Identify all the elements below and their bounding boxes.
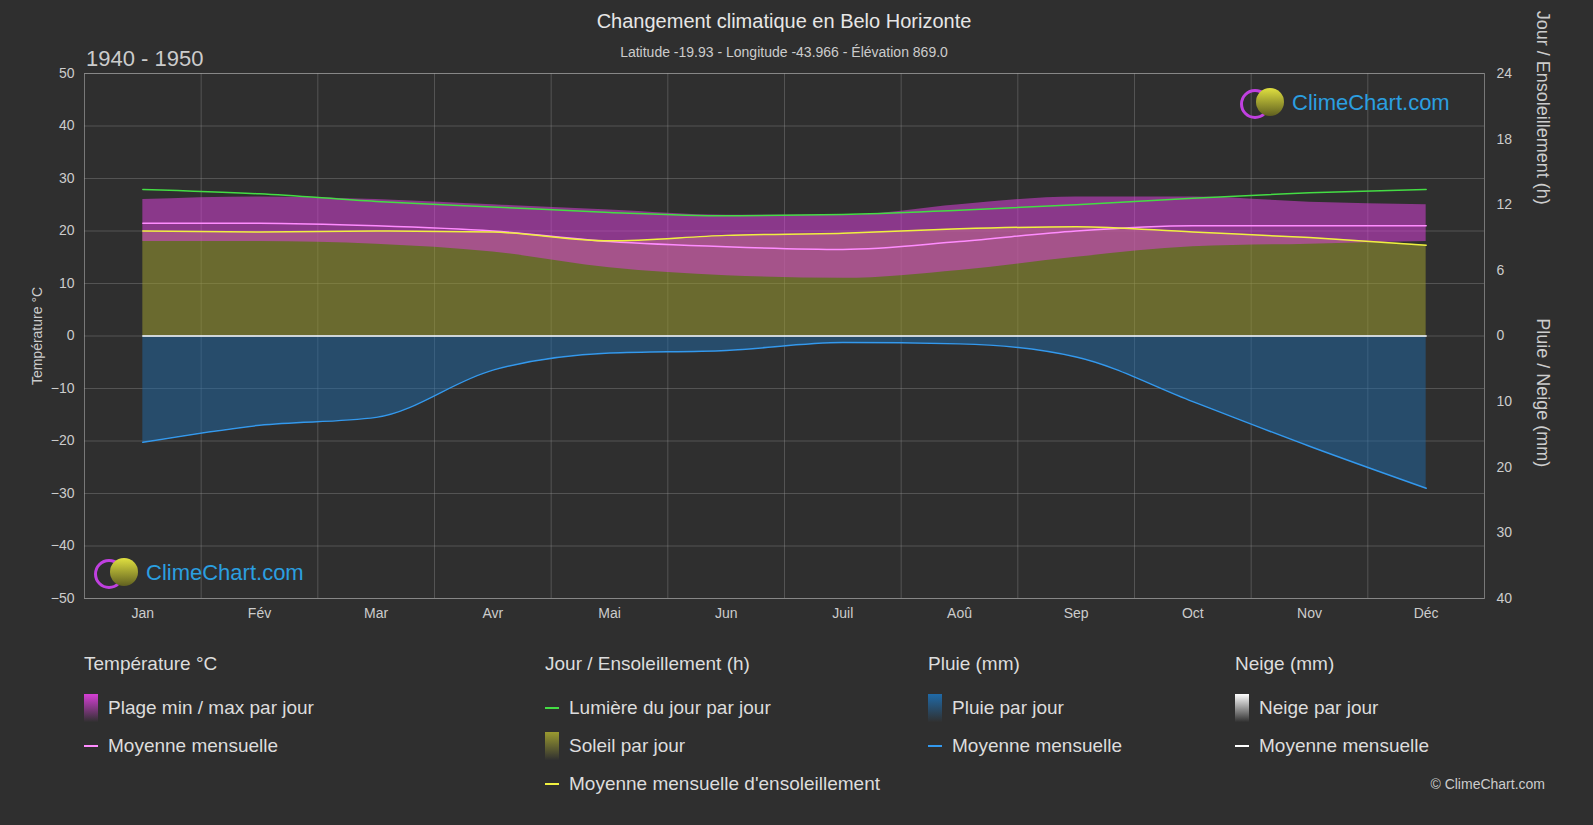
svg-text:−10: −10 bbox=[51, 380, 75, 396]
html-text:Plage min / max par jour: Plage min / max par jour bbox=[108, 697, 314, 718]
html-text:ClimeChart.com: ClimeChart.com bbox=[146, 560, 304, 585]
svg-text:12: 12 bbox=[1497, 196, 1513, 212]
svg-text:Pluie / Neige (mm): Pluie / Neige (mm) bbox=[1533, 318, 1553, 467]
svg-text:24: 24 bbox=[1497, 65, 1513, 81]
svg-text:6: 6 bbox=[1497, 262, 1505, 278]
svg-text:10: 10 bbox=[59, 275, 75, 291]
svg-text:Jun: Jun bbox=[715, 605, 738, 621]
svg-text:20: 20 bbox=[59, 222, 75, 238]
html-text:Lumière du jour par jour: Lumière du jour par jour bbox=[569, 697, 771, 718]
html-text:© ClimeChart.com: © ClimeChart.com bbox=[1430, 776, 1545, 792]
svg-text:Température °C: Température °C bbox=[29, 287, 45, 385]
html-text:Pluie (mm): Pluie (mm) bbox=[928, 653, 1020, 674]
svg-text:40: 40 bbox=[59, 117, 75, 133]
html-text:Température °C: Température °C bbox=[84, 653, 218, 674]
svg-text:30: 30 bbox=[59, 170, 75, 186]
svg-text:50: 50 bbox=[59, 65, 75, 81]
html-text:ClimeChart.com: ClimeChart.com bbox=[1292, 90, 1450, 115]
html-text:Moyenne mensuelle: Moyenne mensuelle bbox=[952, 735, 1122, 756]
html-text:Moyenne mensuelle: Moyenne mensuelle bbox=[1259, 735, 1429, 756]
svg-text:Oct: Oct bbox=[1182, 605, 1204, 621]
svg-text:Juil: Juil bbox=[832, 605, 853, 621]
svg-text:10: 10 bbox=[1497, 393, 1513, 409]
svg-text:−30: −30 bbox=[51, 485, 75, 501]
svg-text:−40: −40 bbox=[51, 537, 75, 553]
html-text:Neige (mm): Neige (mm) bbox=[1235, 653, 1335, 674]
svg-text:18: 18 bbox=[1497, 131, 1513, 147]
svg-text:Fév: Fév bbox=[248, 605, 271, 621]
svg-text:Mar: Mar bbox=[364, 605, 388, 621]
svg-text:Jan: Jan bbox=[132, 605, 155, 621]
html-text:Soleil par jour: Soleil par jour bbox=[569, 735, 686, 756]
svg-text:Déc: Déc bbox=[1414, 605, 1439, 621]
svg-text:−20: −20 bbox=[51, 432, 75, 448]
svg-text:Sep: Sep bbox=[1064, 605, 1089, 621]
html-text:Changement climatique en Belo: Changement climatique en Belo Horizonte bbox=[596, 10, 972, 32]
html-text:Pluie par jour: Pluie par jour bbox=[952, 697, 1064, 718]
svg-text:Nov: Nov bbox=[1297, 605, 1322, 621]
html-text:Latitude -19.93 - Longitude -4: Latitude -19.93 - Longitude -43.966 - Él… bbox=[620, 44, 948, 60]
svg-text:20: 20 bbox=[1497, 459, 1513, 475]
html-text:Moyenne mensuelle: Moyenne mensuelle bbox=[108, 735, 278, 756]
html-text:1940 - 1950: 1940 - 1950 bbox=[86, 46, 204, 71]
html-text:Moyenne mensuelle d'ensoleille: Moyenne mensuelle d'ensoleillement bbox=[569, 773, 880, 794]
html-text:Jour / Ensoleillement (h): Jour / Ensoleillement (h) bbox=[545, 653, 750, 674]
svg-text:30: 30 bbox=[1497, 524, 1513, 540]
svg-text:Jour / Ensoleillement (h): Jour / Ensoleillement (h) bbox=[1533, 11, 1553, 205]
svg-text:40: 40 bbox=[1497, 590, 1513, 606]
svg-text:0: 0 bbox=[1497, 327, 1505, 343]
svg-text:0: 0 bbox=[67, 327, 75, 343]
html-text:Neige par jour: Neige par jour bbox=[1259, 697, 1379, 718]
svg-text:Mai: Mai bbox=[598, 605, 621, 621]
svg-text:−50: −50 bbox=[51, 590, 75, 606]
svg-text:Aoû: Aoû bbox=[947, 605, 972, 621]
svg-text:Avr: Avr bbox=[482, 605, 503, 621]
